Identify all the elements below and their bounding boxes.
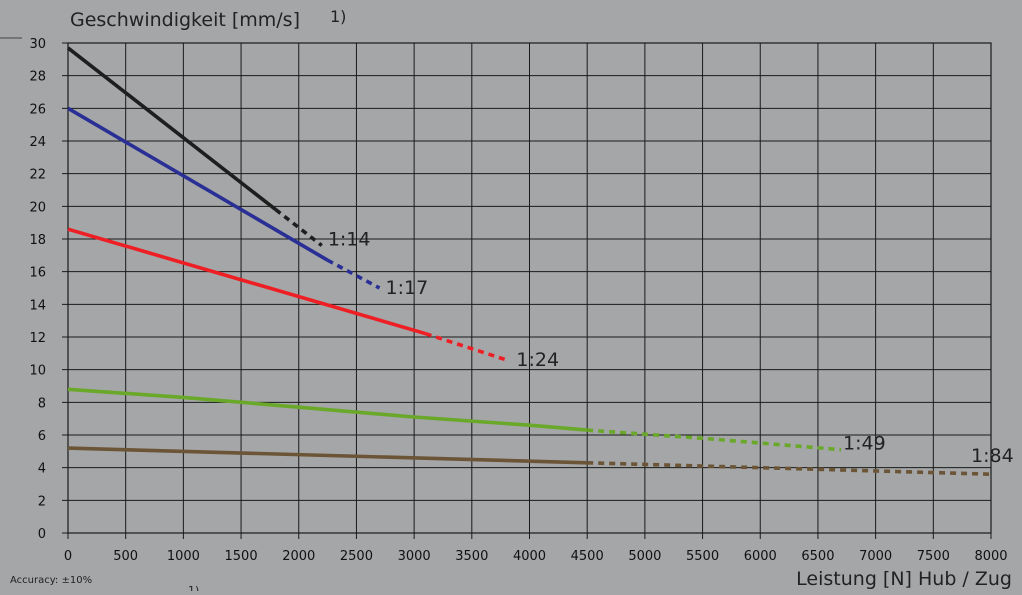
grid [62,42,992,539]
y-tick-label: 24 [29,135,46,150]
y-axis-title-superscript: 1) [330,7,346,26]
x-tick-label: 0 [64,549,72,564]
series-label: 1:14 [328,229,371,251]
series-line-dashed [326,258,381,290]
y-tick-label: 16 [29,266,46,281]
x-axis-title: Leistung [N] Hub / Zug [796,568,1012,590]
series-labels: 1:14 1:17 1:24 1:49 1:84 [328,229,1014,468]
series-label: 1:17 [386,277,429,299]
y-tick-label: 26 [29,102,46,117]
series-lines [66,46,992,476]
axes: 0 500 1000 1500 2000 2500 3000 3500 4000 4500 5000… [0,37,1008,564]
y-tick-label: 30 [29,37,46,52]
x-tick-label: 7500 [917,549,950,564]
y-tick-label: 8 [38,396,46,411]
series-line-dashed [274,208,323,247]
x-tick-label: 6500 [801,549,834,564]
y-tick-label: 22 [29,168,46,183]
series-line-solid [67,387,588,432]
y-tick-label: 20 [29,200,46,215]
series-line-solid [67,227,427,336]
series-line-dashed [425,331,507,362]
x-tick-label: 500 [113,549,138,564]
y-tick-label: 6 [38,429,46,444]
footnote-superscript: 1) [188,584,199,591]
series-line-solid [67,446,588,465]
y-tick-label: 12 [29,331,46,346]
series-label: 1:84 [971,445,1014,467]
y-tick-label: 10 [29,364,46,379]
x-tick-label: 3000 [398,549,431,564]
series-line-solid [66,46,277,212]
x-tick-label: 6000 [744,549,777,564]
x-tick-label: 4500 [571,549,604,564]
x-tick-label: 3500 [455,549,488,564]
y-axis-title: Geschwindigkeit [mm/s] [70,9,300,31]
series-line-dashed [587,428,842,452]
footnote: Accuracy: ±10% [10,575,92,586]
series-line-solid [67,106,329,262]
plot-border [67,42,992,534]
chart-text: Geschwindigkeit [mm/s] 1) Leistung [N] Hub… [10,7,1012,595]
y-tick-label: 14 [29,298,46,313]
series-label: 1:24 [516,349,559,371]
x-tick-label: 4000 [513,549,546,564]
y-tick-label: 4 [38,462,46,477]
x-tick-label: 5000 [628,549,661,564]
x-tick-label: 5500 [686,549,719,564]
series-line-dashed [587,461,992,476]
y-tick-label: 28 [29,70,46,85]
x-tick-label: 1000 [167,549,200,564]
x-tick-label: 2000 [282,549,315,564]
x-tick-label: 7000 [859,549,892,564]
y-tick-label: 18 [29,233,46,248]
x-tick-label: 1500 [225,549,258,564]
x-tick-label: 2500 [340,549,373,564]
series-label: 1:49 [843,433,886,455]
y-tick-label: 0 [38,527,46,542]
x-tick-label: 8000 [974,549,1007,564]
y-tick-label: 2 [38,494,46,509]
